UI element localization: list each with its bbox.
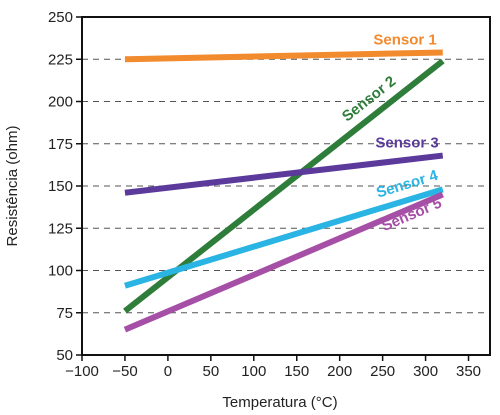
y-tick-label: 125 [48,220,73,237]
series-line-4 [124,186,444,289]
x-tick-label: 0 [164,363,172,380]
x-axis-label: Temperatura (°C) [222,394,337,411]
x-tick-label: −50 [112,363,137,380]
series-line-1 [124,49,443,63]
x-tick-label: −100 [65,363,99,380]
axis-ticks: 50 75 100 125 150 175 200 225 250 −100 −50 0 50 100 15… [48,9,481,380]
y-tick-label: 100 [48,263,73,280]
y-tick-label: 175 [48,136,73,153]
series-label-3: Sensor 3 [375,135,438,152]
y-tick-label: 75 [56,305,73,322]
x-tick-label: 200 [327,363,352,380]
y-tick-label: 150 [48,178,73,195]
y-tick-label: 225 [48,51,73,68]
series-lines [123,49,445,333]
y-axis-label: Resistência (ohm) [4,126,21,247]
x-tick-label: 350 [456,363,481,380]
series-line-3 [124,152,444,196]
y-tick-label: 250 [48,9,73,26]
y-tick-label: 200 [48,94,73,111]
series-label-1: Sensor 1 [373,31,436,48]
series-line-5 [123,191,444,333]
x-tick-label: 250 [370,363,395,380]
x-tick-label: 50 [202,363,219,380]
x-tick-label: 300 [413,363,438,380]
x-tick-label: 100 [241,363,266,380]
y-tick-label: 50 [56,347,73,364]
x-tick-label: 150 [284,363,309,380]
